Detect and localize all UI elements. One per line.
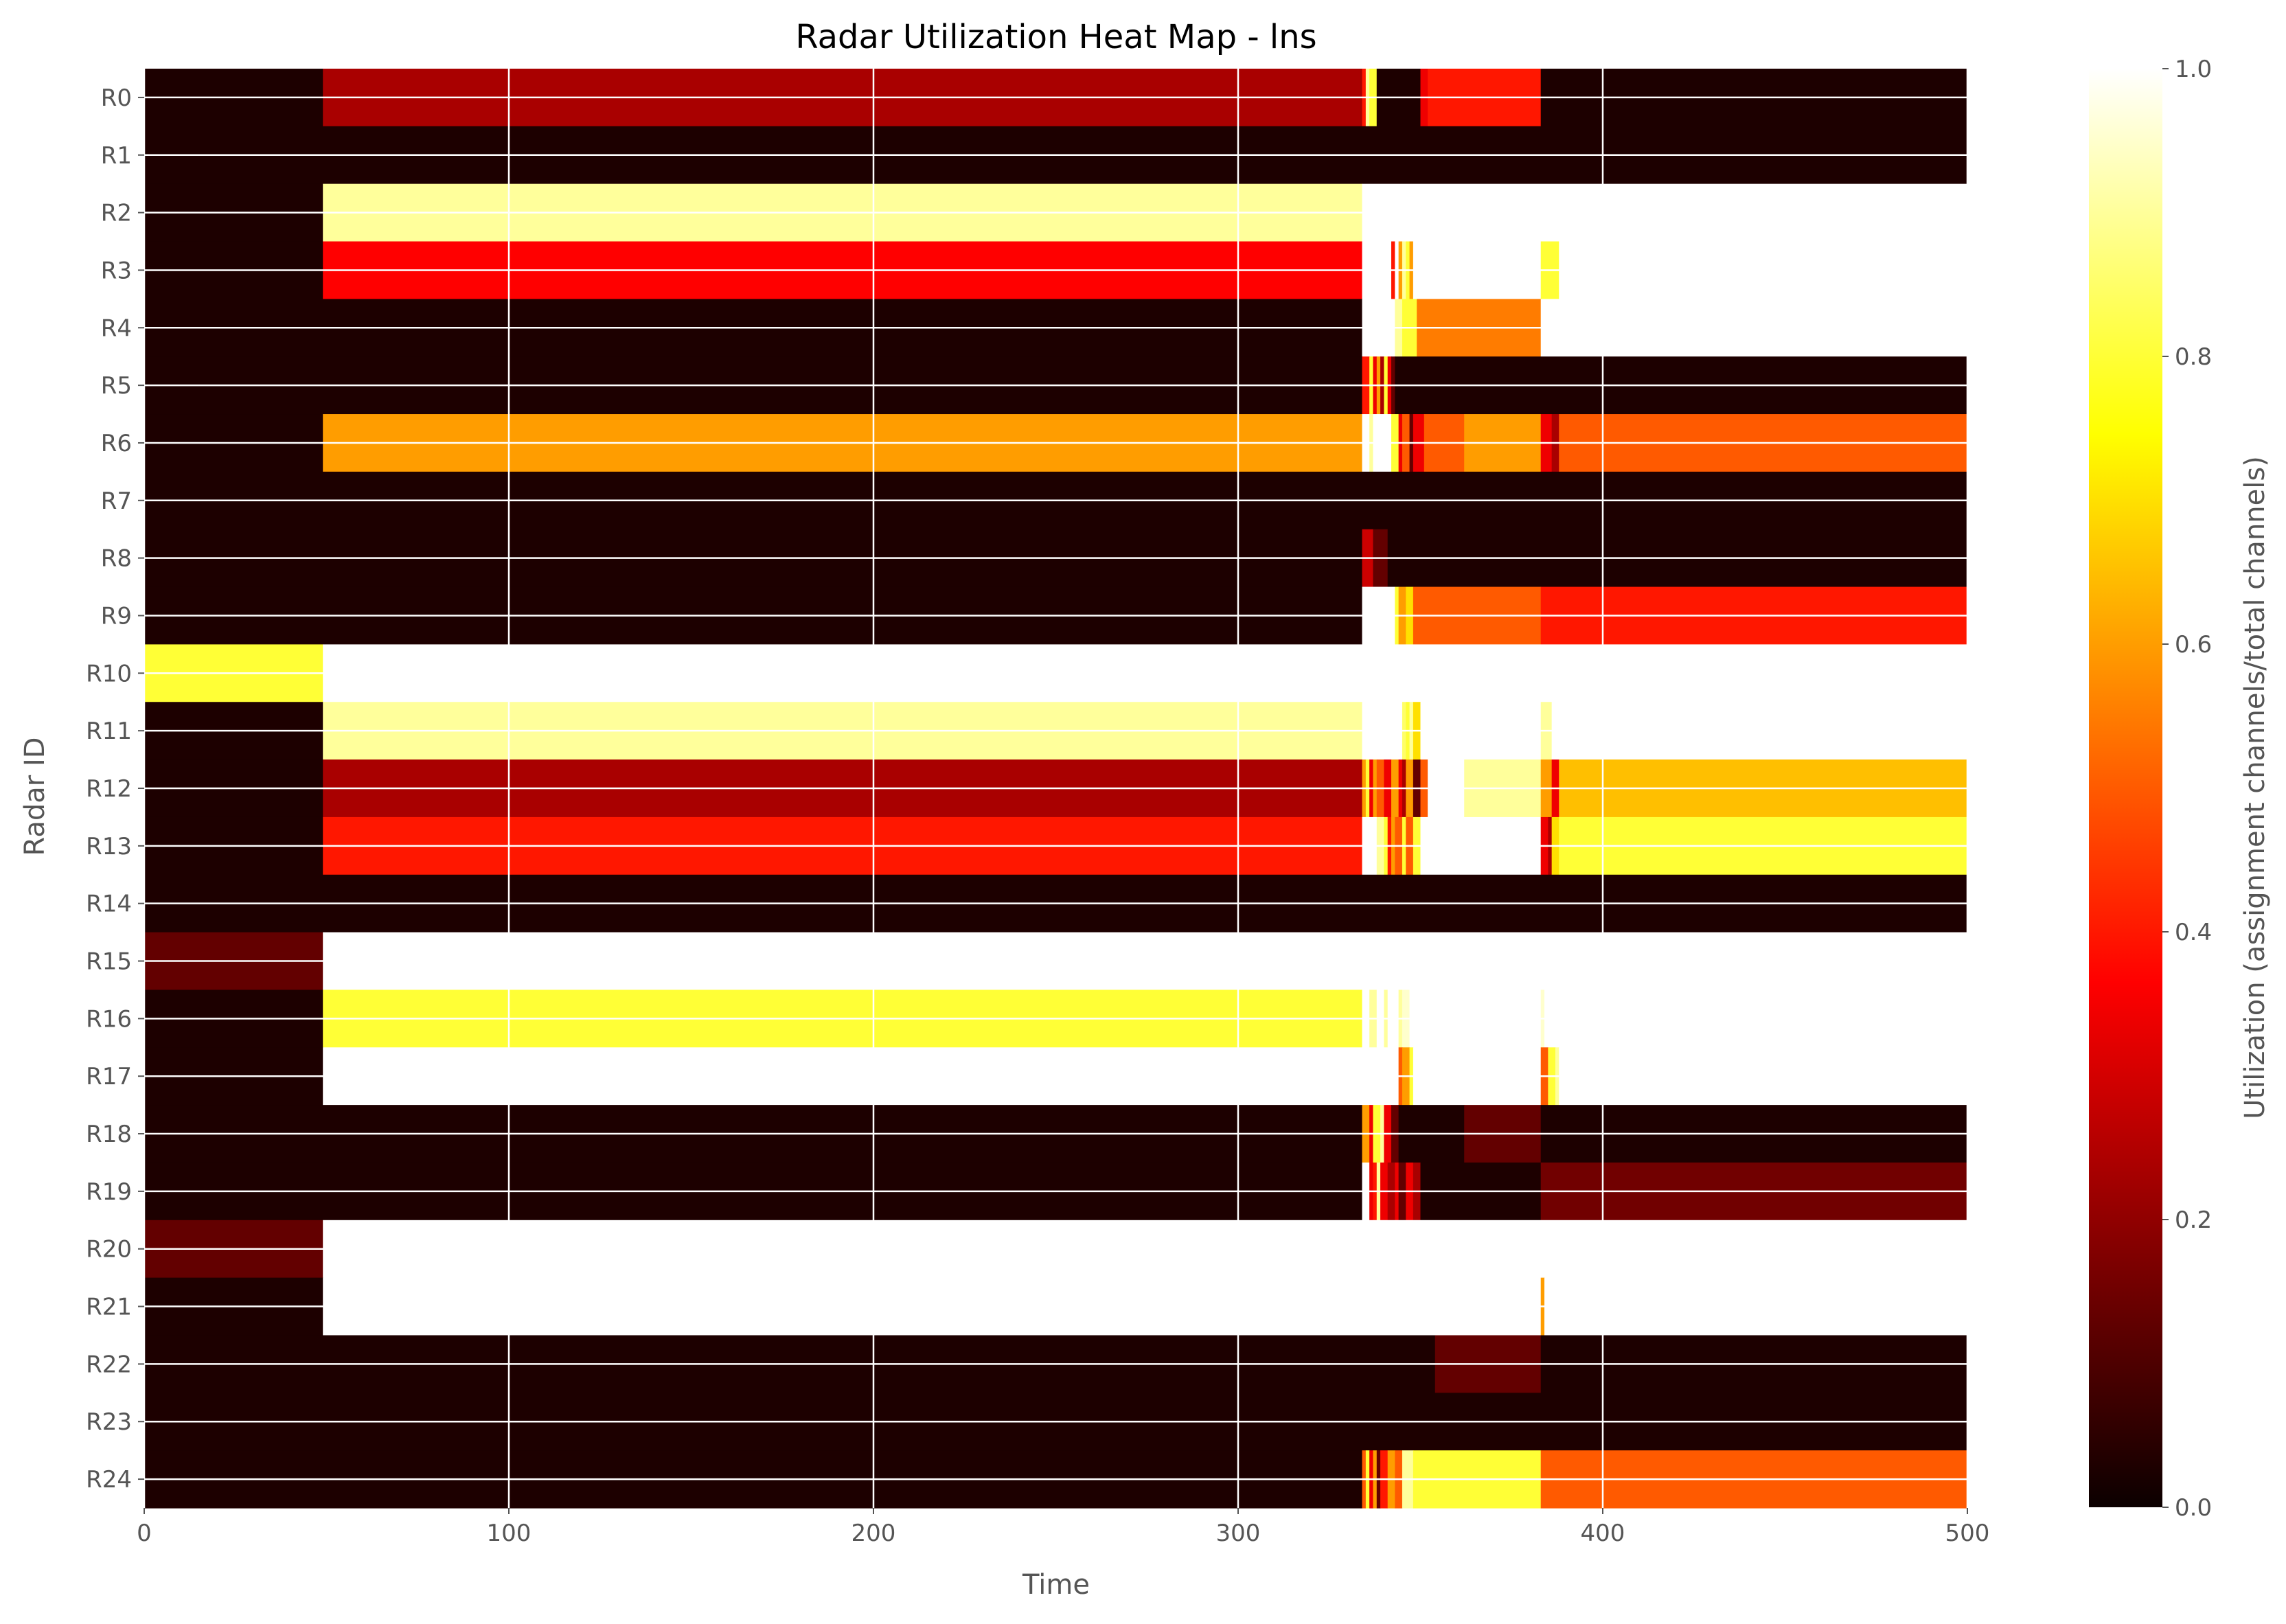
- y-tick-label: R23: [86, 1408, 132, 1436]
- x-tick-label: 500: [1945, 1520, 1990, 1547]
- y-tick-label: R8: [101, 545, 132, 573]
- y-tick-label: R17: [86, 1063, 132, 1090]
- colorbar-tick-label: 0.2: [2175, 1206, 2212, 1234]
- chart-title: Radar Utilization Heat Map - lns: [795, 18, 1316, 56]
- x-axis-label: Time: [1022, 1569, 1090, 1601]
- y-tick-label: R10: [86, 660, 132, 687]
- colorbar-tick-label: 0.0: [2175, 1494, 2212, 1522]
- colorbar-tick-label: 0.6: [2175, 631, 2212, 659]
- y-tick-label: R12: [86, 775, 132, 803]
- y-tick-label: R7: [101, 488, 132, 515]
- y-tick-label: R6: [101, 430, 132, 457]
- y-tick-label: R16: [86, 1005, 132, 1033]
- y-tick-label: R2: [101, 200, 132, 227]
- grid-lines: [143, 69, 1969, 1508]
- y-tick-label: R13: [86, 833, 132, 860]
- x-axis-ticks: 0 100 200 300 400 500: [137, 1508, 1989, 1547]
- y-tick-label: R5: [101, 372, 132, 400]
- y-tick-label: R1: [101, 142, 132, 170]
- y-tick-label: R9: [101, 602, 132, 630]
- x-tick-label: 200: [851, 1520, 896, 1547]
- colorbar-tick-label: 0.8: [2175, 343, 2212, 371]
- x-tick-label: 300: [1216, 1520, 1261, 1547]
- colorbar-tick-label: 1.0: [2175, 56, 2212, 83]
- y-axis-ticks: R0 R1 R2 R3 R4 R5 R6 R7 R8 R9 R10 R11 R12 R13 R14 R15 R1…: [86, 84, 144, 1494]
- x-tick-label: 0: [137, 1520, 152, 1547]
- x-tick-label: 400: [1581, 1520, 1625, 1547]
- y-tick-label: R11: [86, 718, 132, 745]
- y-tick-label: R24: [86, 1466, 132, 1494]
- colorbar-label: Utilization (assignment channels/total c…: [2239, 456, 2271, 1119]
- colorbar-tick-label: 0.4: [2175, 919, 2212, 946]
- y-tick-label: R18: [86, 1121, 132, 1148]
- y-tick-label: R4: [101, 314, 132, 342]
- y-tick-label: R0: [101, 84, 132, 112]
- y-tick-label: R20: [86, 1236, 132, 1263]
- x-tick-label: 100: [487, 1520, 532, 1547]
- y-tick-label: R22: [86, 1351, 132, 1378]
- y-tick-label: R19: [86, 1178, 132, 1206]
- y-tick-label: R14: [86, 891, 132, 918]
- y-axis-label: Radar ID: [19, 737, 51, 856]
- y-tick-label: R15: [86, 948, 132, 976]
- y-tick-label: R21: [86, 1294, 132, 1321]
- colorbar: [2089, 69, 2162, 1507]
- colorbar-ticks: 0.0 0.2 0.4 0.6 0.8 1.0: [2162, 56, 2212, 1522]
- y-tick-label: R3: [101, 257, 132, 284]
